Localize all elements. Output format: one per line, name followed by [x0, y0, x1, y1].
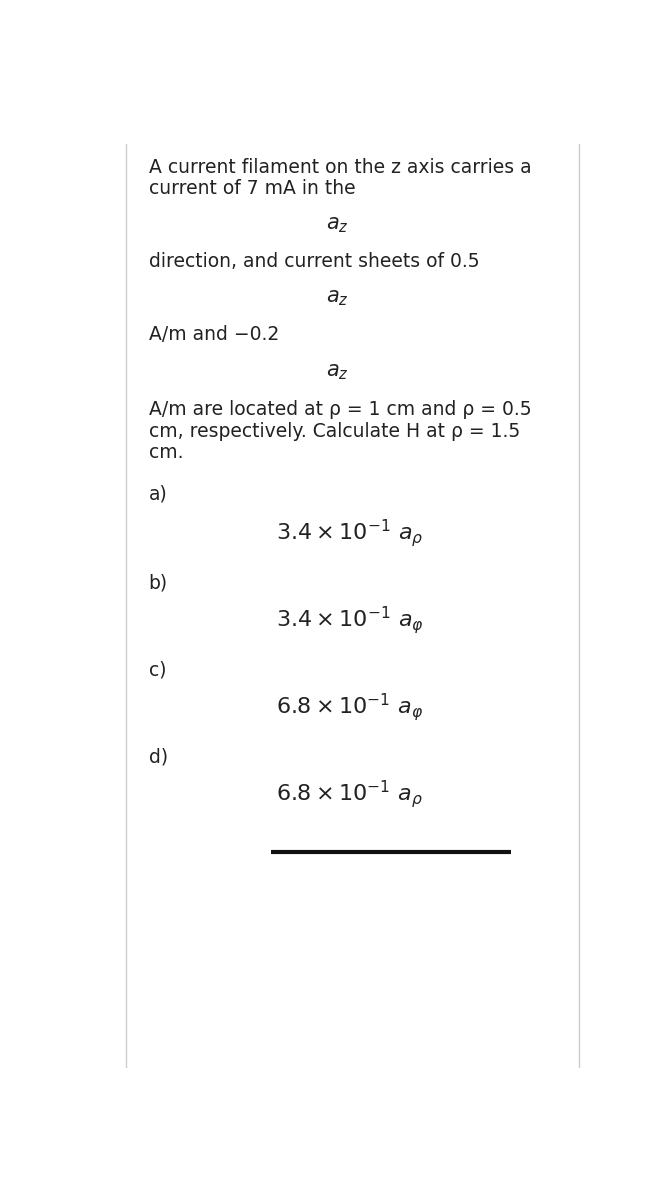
Text: $3.4 \times 10^{-1}\ a_{\varphi}$: $3.4 \times 10^{-1}\ a_{\varphi}$	[276, 604, 424, 636]
Text: A current filament on the z axis carries a: A current filament on the z axis carries…	[149, 157, 531, 176]
Text: current of 7 mA in the: current of 7 mA in the	[149, 179, 355, 198]
Text: d): d)	[149, 748, 168, 767]
Text: $6.8 \times 10^{-1}\ a_{\varphi}$: $6.8 \times 10^{-1}\ a_{\varphi}$	[276, 691, 423, 722]
Text: direction, and current sheets of 0.5: direction, and current sheets of 0.5	[149, 252, 479, 270]
Text: cm, respectively. Calculate H at ρ = 1.5: cm, respectively. Calculate H at ρ = 1.5	[149, 421, 520, 440]
Text: c): c)	[149, 660, 166, 679]
Text: $a_z$: $a_z$	[326, 362, 349, 382]
Text: a): a)	[149, 485, 167, 504]
Text: b): b)	[149, 574, 168, 593]
Text: A/m are located at ρ = 1 cm and ρ = 0.5: A/m are located at ρ = 1 cm and ρ = 0.5	[149, 400, 531, 419]
Text: $3.4 \times 10^{-1}\ a_{\rho}$: $3.4 \times 10^{-1}\ a_{\rho}$	[276, 517, 423, 548]
Text: cm.: cm.	[149, 443, 183, 462]
Text: $a_z$: $a_z$	[326, 215, 349, 235]
Text: $a_z$: $a_z$	[326, 288, 349, 307]
Text: $6.8 \times 10^{-1}\ a_{\rho}$: $6.8 \times 10^{-1}\ a_{\rho}$	[276, 778, 422, 810]
Text: A/m and −0.2: A/m and −0.2	[149, 325, 279, 344]
